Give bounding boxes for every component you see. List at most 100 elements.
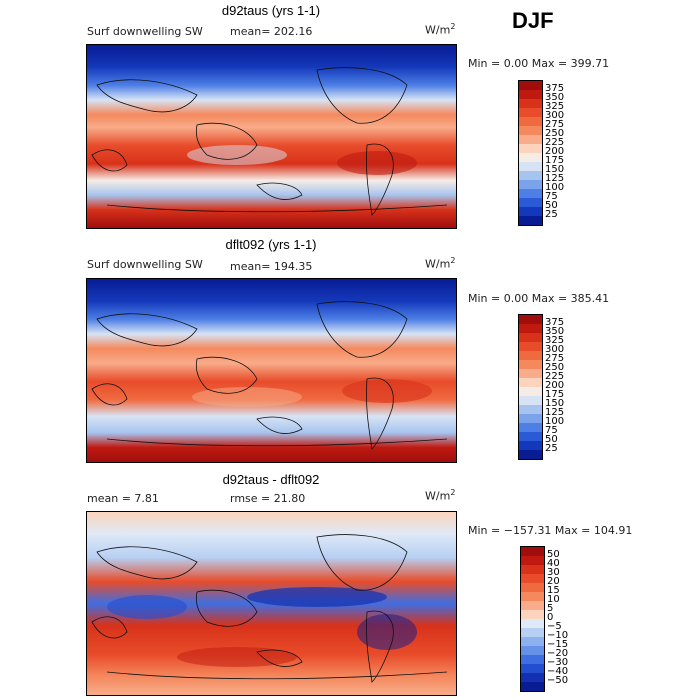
panel3-colorbar (520, 546, 545, 692)
colorbar-tick-label: 0 (547, 612, 554, 623)
colorbar-tick-label: 40 (547, 558, 560, 569)
season-label: DJF (512, 8, 554, 33)
colorbar-swatch (519, 144, 542, 153)
panel3-rmse: rmse = 21.80 (230, 492, 306, 505)
colorbar-swatch (519, 369, 542, 378)
colorbar-tick-label: −5 (547, 621, 562, 632)
colorbar-swatch (519, 387, 542, 396)
colorbar-swatch (519, 441, 542, 450)
colorbar-swatch (519, 81, 542, 90)
colorbar-tick-label: 10 (547, 594, 560, 605)
panel3-minmax: Min = −157.31 Max = 104.91 (468, 524, 633, 537)
colorbar-tick-label: 50 (547, 549, 560, 560)
colorbar-swatch (519, 207, 542, 216)
colorbar-swatch (521, 565, 544, 574)
colorbar-tick-label: 30 (547, 567, 560, 578)
colorbar-tick-label: 125 (545, 407, 565, 418)
colorbar-tick-label: 375 (545, 317, 565, 328)
colorbar-swatch (519, 108, 542, 117)
colorbar-tick-label: 5 (547, 603, 554, 614)
panel1-colorbar (518, 80, 543, 226)
colorbar-tick-label: 375 (545, 83, 565, 94)
panel3-map (86, 511, 457, 696)
colorbar-swatch (521, 646, 544, 655)
colorbar-swatch (519, 324, 542, 333)
panel2-title: dflt092 (yrs 1-1) (225, 237, 317, 252)
colorbar-swatch (521, 556, 544, 565)
colorbar-swatch (521, 619, 544, 628)
panel1-variable-label: Surf downwelling SW (87, 25, 203, 38)
colorbar-swatch (519, 171, 542, 180)
panel1-mean: mean= 202.16 (230, 25, 313, 38)
colorbar-swatch (519, 126, 542, 135)
colorbar-tick-label: −20 (547, 648, 569, 659)
panel1-title: d92taus (yrs 1-1) (221, 3, 321, 18)
colorbar-tick-label: 25 (545, 443, 558, 454)
panel2-colorbar (518, 314, 543, 460)
colorbar-swatch (519, 162, 542, 171)
colorbar-tick-label: 250 (545, 362, 565, 373)
colorbar-swatch (519, 135, 542, 144)
colorbar-tick-label: 325 (545, 101, 565, 112)
colorbar-tick-label: 200 (545, 146, 565, 157)
panel2-variable-label: Surf downwelling SW (87, 258, 203, 271)
colorbar-tick-label: 300 (545, 110, 565, 121)
panel1-minmax: Min = 0.00 Max = 399.71 (468, 57, 610, 70)
colorbar-tick-label: 15 (547, 585, 560, 596)
colorbar-tick-label: 200 (545, 380, 565, 391)
colorbar-swatch (519, 99, 542, 108)
colorbar-swatch (521, 655, 544, 664)
colorbar-swatch (519, 378, 542, 387)
colorbar-tick-label: 150 (545, 164, 565, 175)
colorbar-swatch (521, 637, 544, 646)
colorbar-tick-label: 100 (545, 182, 565, 193)
colorbar-swatch (519, 153, 542, 162)
colorbar-tick-label: 350 (545, 326, 565, 337)
colorbar-tick-label: 75 (545, 425, 558, 436)
colorbar-swatch (519, 180, 542, 189)
colorbar-tick-label: 150 (545, 398, 565, 409)
colorbar-tick-label: −50 (547, 675, 569, 686)
colorbar-swatch (519, 117, 542, 126)
colorbar-tick-label: 50 (545, 200, 558, 211)
colorbar-swatch (519, 189, 542, 198)
colorbar-tick-label: 225 (545, 137, 565, 148)
colorbar-tick-label: −40 (547, 666, 569, 677)
colorbar-swatch (521, 592, 544, 601)
colorbar-swatch (521, 682, 544, 691)
colorbar-swatch (519, 333, 542, 342)
panel3-title: d92taus - dflt092 (222, 472, 320, 487)
panel1-units: W/m2 (425, 22, 456, 37)
colorbar-swatch (519, 90, 542, 99)
panel1-map (86, 44, 457, 229)
colorbar-tick-label: 250 (545, 128, 565, 139)
colorbar-swatch (519, 360, 542, 369)
colorbar-swatch (519, 342, 542, 351)
colorbar-swatch (521, 547, 544, 556)
colorbar-swatch (519, 396, 542, 405)
colorbar-tick-label: 300 (545, 344, 565, 355)
panel2-map (86, 278, 457, 463)
colorbar-tick-label: 225 (545, 371, 565, 382)
colorbar-tick-label: −30 (547, 657, 569, 668)
colorbar-swatch (521, 601, 544, 610)
colorbar-tick-label: 100 (545, 416, 565, 427)
colorbar-swatch (519, 432, 542, 441)
panel2-minmax: Min = 0.00 Max = 385.41 (468, 292, 610, 305)
colorbar-swatch (521, 610, 544, 619)
colorbar-swatch (519, 216, 542, 225)
colorbar-tick-label: 275 (545, 119, 565, 130)
colorbar-tick-label: 175 (545, 155, 565, 166)
colorbar-swatch (521, 628, 544, 637)
colorbar-swatch (519, 315, 542, 324)
colorbar-tick-label: 125 (545, 173, 565, 184)
panel3-units: W/m2 (425, 488, 456, 503)
panel2-mean: mean= 194.35 (230, 260, 313, 273)
colorbar-swatch (519, 198, 542, 207)
panel3-mean: mean = 7.81 (87, 492, 159, 505)
colorbar-swatch (521, 664, 544, 673)
colorbar-tick-label: 175 (545, 389, 565, 400)
colorbar-tick-label: 50 (545, 434, 558, 445)
colorbar-tick-label: −10 (547, 630, 569, 641)
colorbar-swatch (521, 673, 544, 682)
